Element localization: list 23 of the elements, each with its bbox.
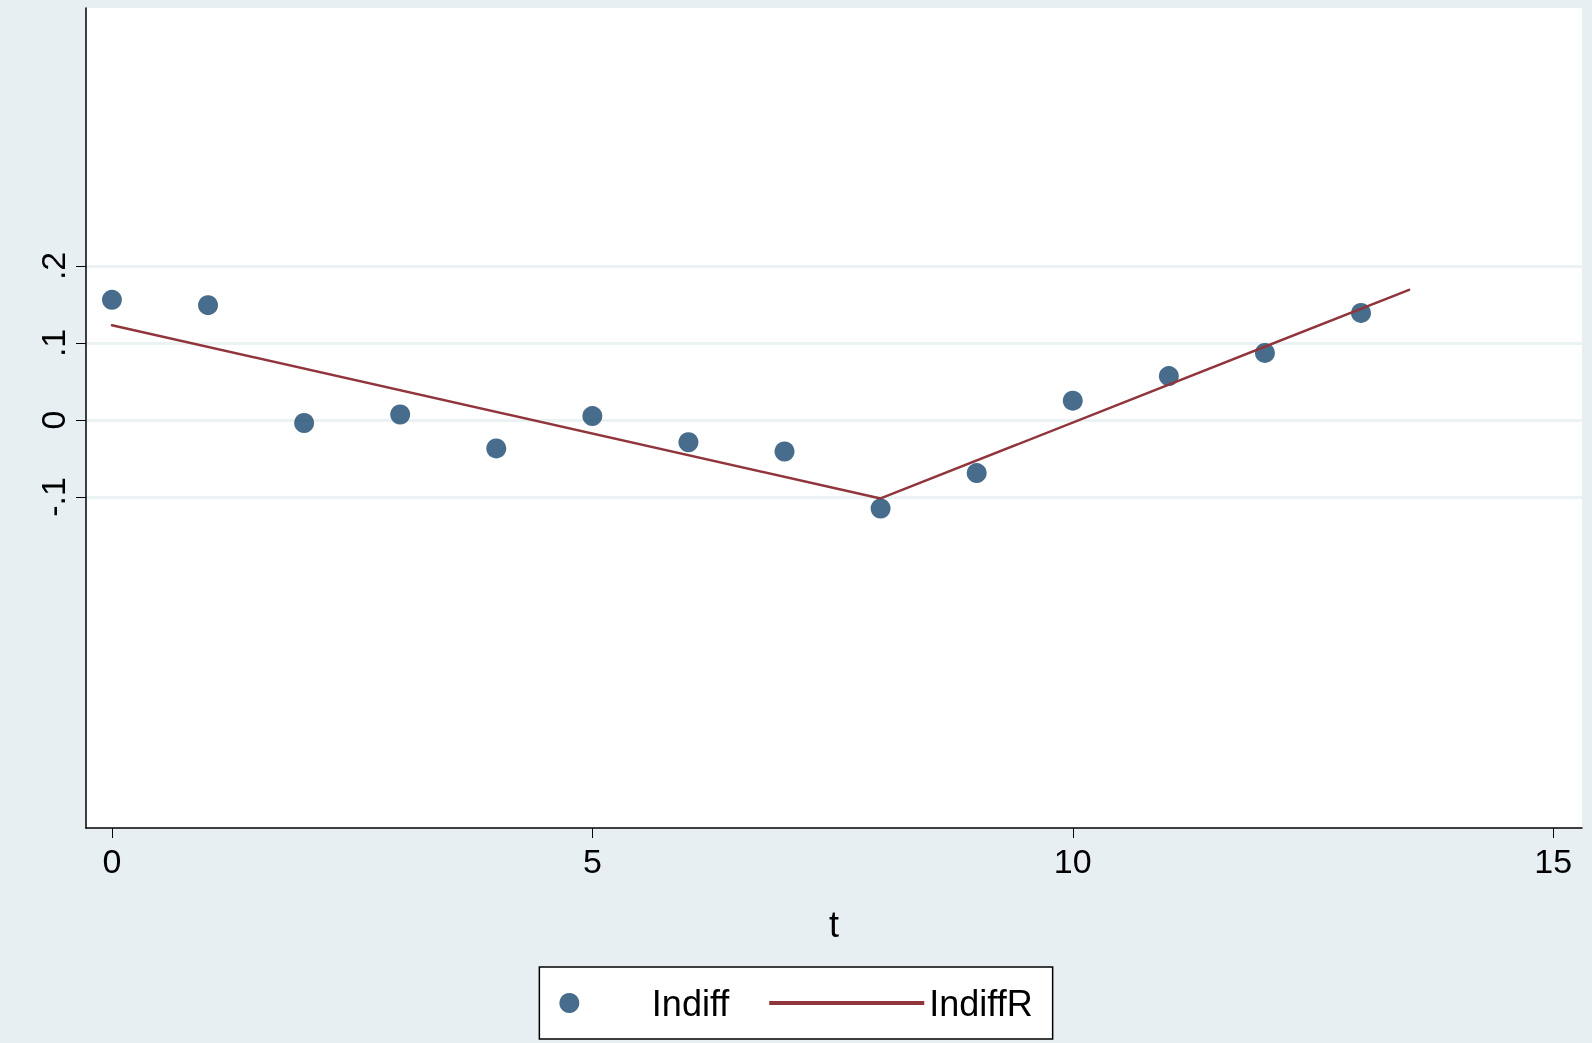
point bbox=[582, 406, 603, 427]
point bbox=[1062, 390, 1083, 411]
legend-label: Indiff bbox=[651, 982, 731, 1024]
point bbox=[870, 498, 891, 519]
point bbox=[678, 432, 699, 453]
point bbox=[198, 295, 219, 316]
point bbox=[1158, 366, 1179, 387]
y-tick-label: -.1 bbox=[34, 477, 72, 517]
x-tick-label: 10 bbox=[1053, 842, 1092, 880]
point bbox=[486, 438, 507, 459]
point bbox=[774, 441, 795, 462]
y-tick-label: 0 bbox=[34, 410, 72, 430]
point bbox=[101, 289, 122, 310]
x-tick-label: 15 bbox=[1534, 842, 1573, 880]
legend-label: IndiffR bbox=[929, 982, 1033, 1024]
x-tick-label: 0 bbox=[102, 842, 122, 880]
point bbox=[390, 404, 411, 425]
x-tick-label: 5 bbox=[582, 842, 602, 880]
x-axis-title: t bbox=[828, 903, 840, 945]
y-tick-label: .2 bbox=[34, 251, 72, 281]
point bbox=[294, 413, 315, 433]
point bbox=[966, 463, 987, 484]
y-tick-label: .1 bbox=[34, 328, 72, 358]
